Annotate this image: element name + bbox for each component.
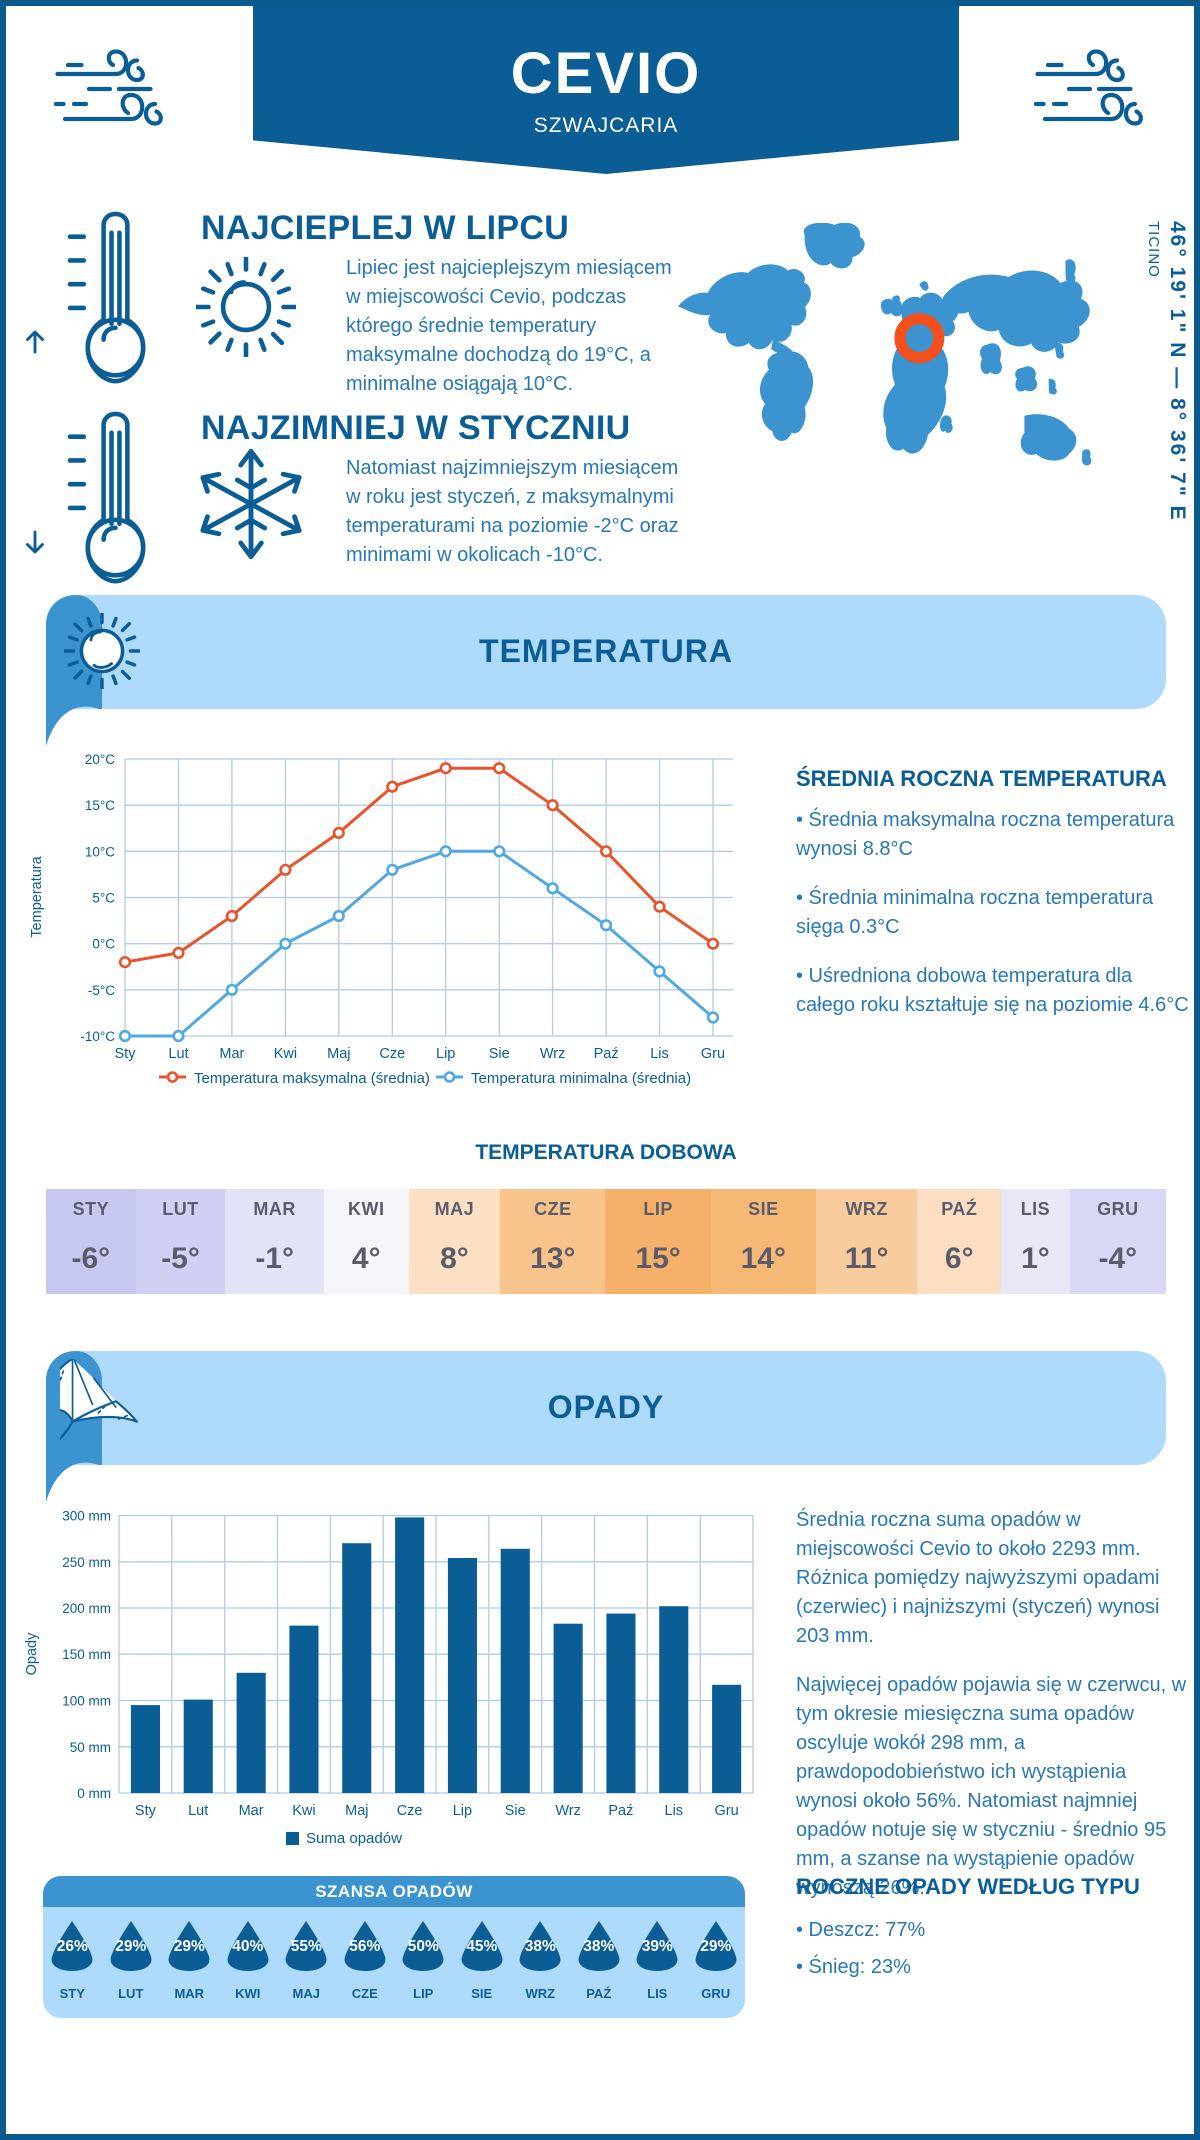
svg-text:Wrz: Wrz <box>540 1046 566 1062</box>
svg-text:Paź: Paź <box>594 1046 619 1062</box>
svg-text:Kwi: Kwi <box>274 1046 297 1062</box>
svg-text:Lip: Lip <box>453 1803 472 1819</box>
svg-text:150 mm: 150 mm <box>62 1647 111 1662</box>
svg-text:-5°C: -5°C <box>88 983 115 998</box>
svg-text:Lip: Lip <box>436 1046 455 1062</box>
svg-text:Lut: Lut <box>168 1046 188 1062</box>
svg-text:Maj: Maj <box>327 1046 350 1062</box>
svg-text:Suma opadów: Suma opadów <box>306 1830 402 1846</box>
svg-text:10°C: 10°C <box>85 844 115 859</box>
svg-text:0 mm: 0 mm <box>77 1786 111 1801</box>
svg-text:Sty: Sty <box>115 1046 137 1062</box>
svg-text:-10°C: -10°C <box>80 1029 115 1044</box>
svg-text:50 mm: 50 mm <box>70 1740 111 1755</box>
svg-text:Gru: Gru <box>701 1046 725 1062</box>
svg-text:Wrz: Wrz <box>555 1803 581 1819</box>
svg-text:20°C: 20°C <box>85 752 115 767</box>
svg-text:Kwi: Kwi <box>292 1803 315 1819</box>
svg-text:Sie: Sie <box>489 1046 510 1062</box>
svg-text:300 mm: 300 mm <box>62 1509 111 1524</box>
svg-text:Maj: Maj <box>345 1803 368 1819</box>
svg-text:5°C: 5°C <box>92 891 115 906</box>
svg-text:Lis: Lis <box>665 1803 684 1819</box>
svg-text:Lis: Lis <box>650 1046 669 1062</box>
svg-text:Mar: Mar <box>239 1803 264 1819</box>
svg-text:0°C: 0°C <box>92 937 115 952</box>
svg-text:Paź: Paź <box>608 1803 633 1819</box>
svg-text:Opady: Opady <box>24 1632 40 1675</box>
svg-text:Lut: Lut <box>188 1803 208 1819</box>
svg-text:Sty: Sty <box>135 1803 157 1819</box>
svg-text:Sie: Sie <box>505 1803 526 1819</box>
svg-text:100 mm: 100 mm <box>62 1694 111 1709</box>
svg-text:200 mm: 200 mm <box>62 1601 111 1616</box>
svg-text:15°C: 15°C <box>85 798 115 813</box>
svg-text:250 mm: 250 mm <box>62 1555 111 1570</box>
svg-text:Mar: Mar <box>219 1046 244 1062</box>
svg-text:Cze: Cze <box>379 1046 405 1062</box>
svg-text:Gru: Gru <box>715 1803 739 1819</box>
svg-text:Temperatura: Temperatura <box>29 855 45 937</box>
svg-text:Temperatura maksymalna (średni: Temperatura maksymalna (średnia) <box>194 1070 430 1086</box>
svg-text:Temperatura minimalna (średnia: Temperatura minimalna (średnia) <box>471 1070 691 1086</box>
svg-text:Cze: Cze <box>397 1803 423 1819</box>
